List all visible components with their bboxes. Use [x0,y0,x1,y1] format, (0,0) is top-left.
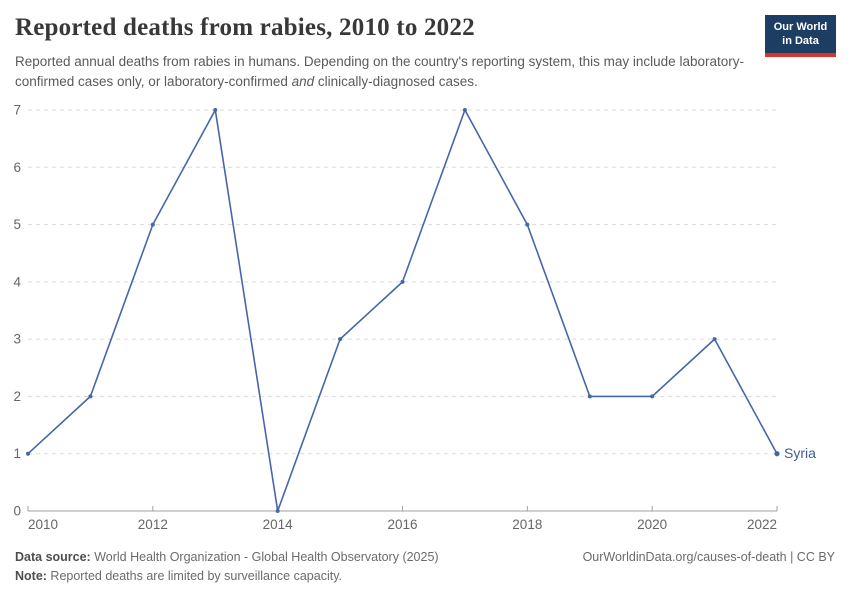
line-chart-canvas[interactable]: 0 1 2 3 4 5 6 7 2010 2012 2014 2016 2018 2020 2022 Syri… [0,95,850,545]
chart-subtitle: Reported annual deaths from rabies in hu… [15,52,750,91]
y-tick-label-5: 5 [13,217,21,232]
data-point-2011[interactable] [88,394,93,399]
data-point-2012[interactable] [150,222,155,227]
data-point-2019[interactable] [587,394,592,399]
page-title: Reported deaths from rabies, 2010 to 202… [15,14,475,41]
data-point-2016[interactable] [400,279,405,284]
x-tick-label-2012: 2012 [138,517,168,532]
data-point-2018[interactable] [525,222,530,227]
footer-license-link[interactable]: OurWorldinData.org/causes-of-death | CC … [582,550,835,564]
subtitle-text-1: Reported annual deaths from rabies in hu… [15,54,744,89]
y-tick-label-7: 7 [13,103,21,118]
data-source-text: World Health Organization - Global Healt… [90,550,439,564]
subtitle-italic-and: and [291,73,315,89]
owid-logo[interactable]: Our World in Data [765,15,836,57]
y-tick-label-3: 3 [13,332,21,347]
x-tick-label-2020: 2020 [637,517,667,532]
data-point-2014[interactable] [275,509,280,513]
x-tick-label-2022: 2022 [747,517,777,532]
data-point-2015[interactable] [338,337,343,342]
y-tick-label-4: 4 [13,274,21,289]
x-tick-label-2010: 2010 [28,517,58,532]
y-tick-label-1: 1 [13,446,21,461]
note-text: Reported deaths are limited by surveilla… [46,569,343,584]
x-tick-label-2016: 2016 [387,517,417,532]
note-line: Note: Reported deaths are limited by sur… [15,567,835,586]
logo-red-bar [765,52,836,57]
data-point-2022[interactable] [774,451,780,457]
data-source-label: Data source: [15,550,91,564]
y-tick-label-6: 6 [13,160,21,175]
subtitle-text-2: clinically-diagnosed cases. [314,73,478,89]
data-point-2017[interactable] [462,108,467,112]
data-point-2020[interactable] [650,394,655,399]
logo-line1: Our World [773,21,828,33]
entity-label-syria[interactable]: Syria [784,445,816,461]
note-label: Note: [15,569,47,584]
y-tick-label-2: 2 [13,389,21,404]
data-line-syria [27,109,778,512]
data-source-line: Data source: World Health Organization -… [15,548,439,567]
data-point-2010[interactable] [26,451,30,456]
chart-footer: Data source: World Health Organization -… [15,548,835,587]
y-tick-label-0: 0 [13,504,21,519]
data-point-2013[interactable] [213,108,218,112]
logo-line2: in Data [782,35,819,48]
x-tick-label-2018: 2018 [512,517,542,532]
data-point-2021[interactable] [712,337,717,342]
x-tick-label-2014: 2014 [263,517,294,532]
